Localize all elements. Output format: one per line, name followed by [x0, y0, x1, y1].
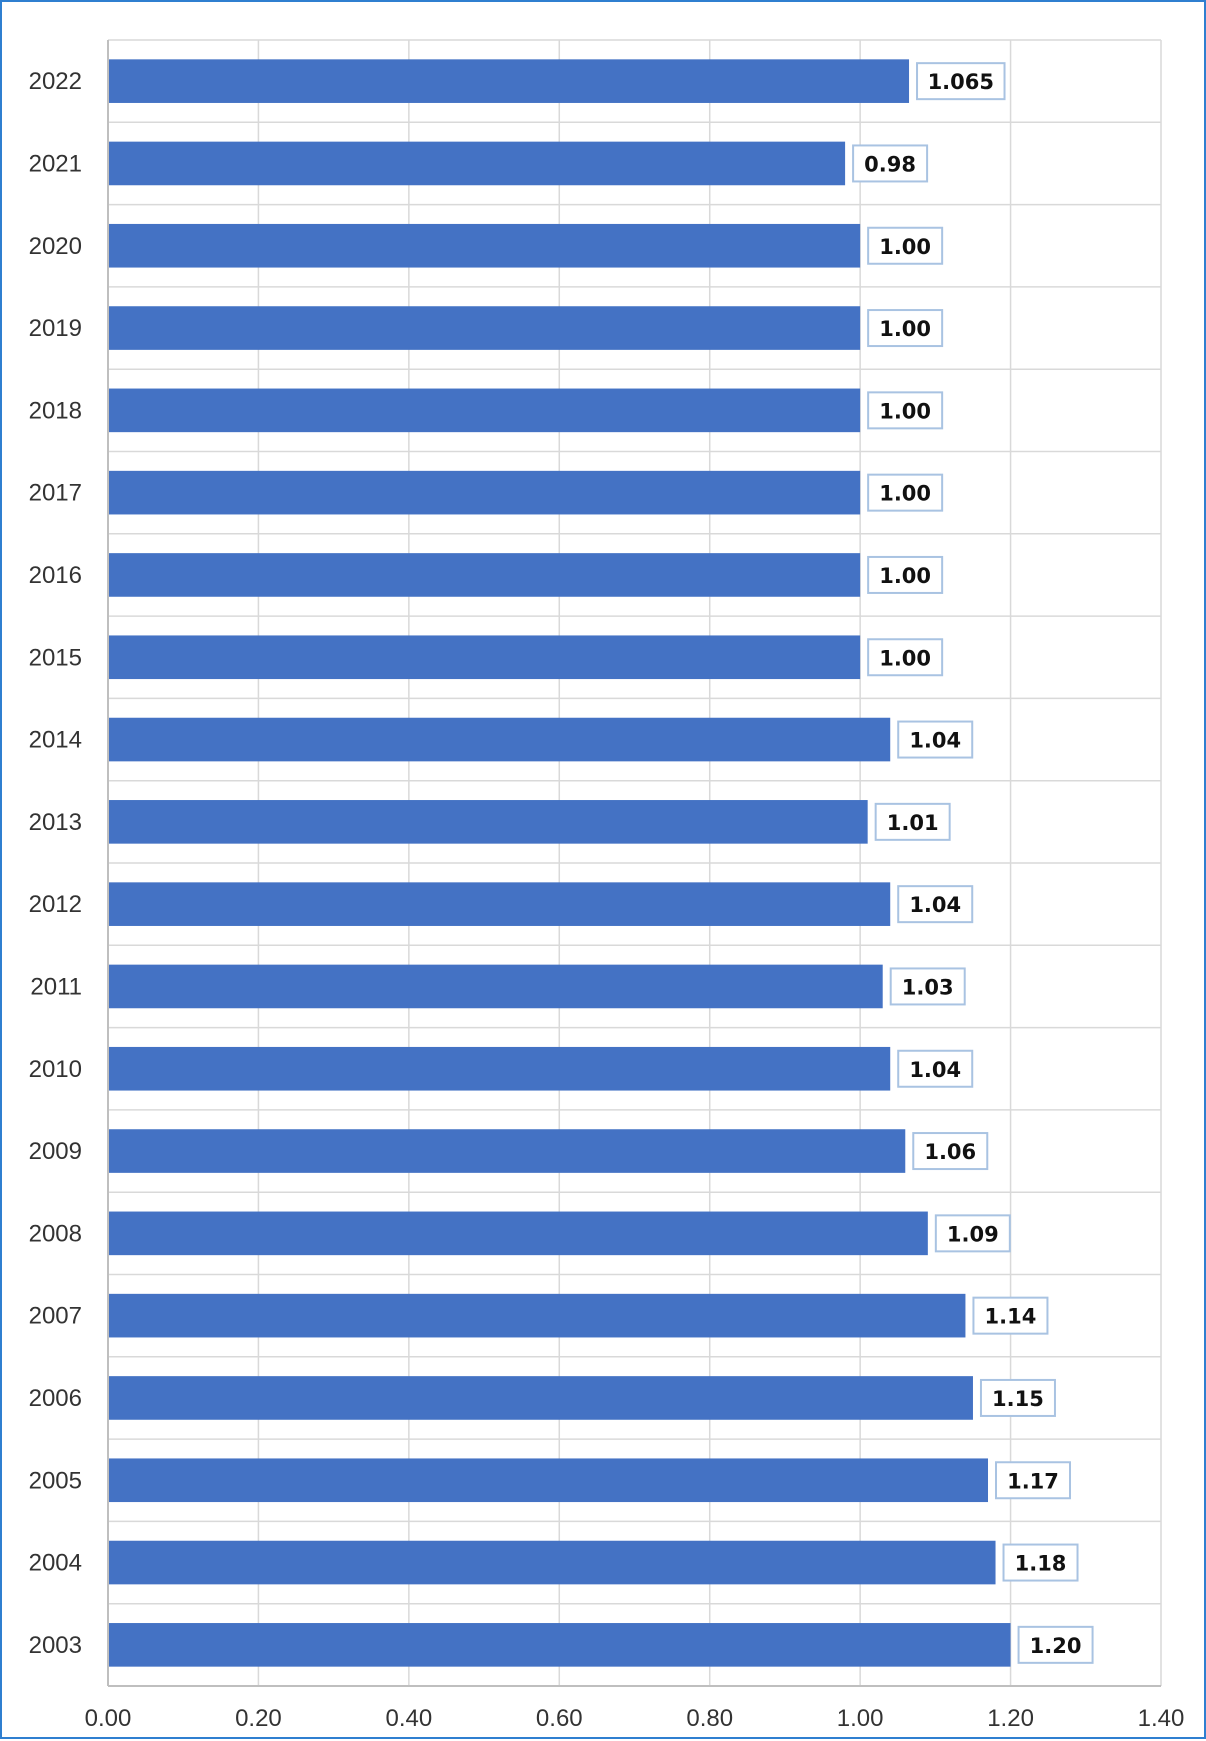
bar	[108, 223, 861, 268]
data-label: 1.03	[902, 975, 954, 999]
data-label-box	[852, 144, 929, 183]
bar	[108, 1458, 989, 1503]
data-label: 1.18	[1015, 1552, 1067, 1576]
data-label: 1.00	[879, 646, 931, 670]
data-label-box	[934, 1214, 1011, 1253]
data-label-box	[874, 802, 951, 841]
category-label: 2007	[29, 1303, 82, 1330]
data-label: 1.17	[1007, 1469, 1059, 1493]
data-label-box	[897, 885, 974, 924]
data-label: 0.98	[864, 152, 916, 176]
bar	[108, 388, 861, 433]
x-tick-label: 0.00	[85, 1705, 132, 1732]
data-label: 1.00	[879, 482, 931, 506]
category-label: 2005	[29, 1467, 82, 1494]
data-label: 1.00	[879, 235, 931, 259]
bar	[108, 553, 861, 597]
data-label: 1.00	[879, 564, 931, 588]
gridlines	[107, 39, 1162, 1687]
category-label: 2008	[29, 1220, 82, 1247]
data-label-box	[995, 1461, 1072, 1500]
data-label-box	[897, 720, 974, 759]
data-label-box	[1002, 1543, 1079, 1582]
bar	[108, 1623, 1011, 1667]
category-label: 2017	[29, 480, 82, 507]
bar	[108, 1293, 966, 1338]
data-label: 1.01	[887, 811, 939, 835]
bar	[108, 1129, 906, 1173]
category-label: 2009	[29, 1138, 82, 1165]
bar	[108, 1046, 891, 1091]
data-label-box	[867, 473, 944, 512]
category-label: 2022	[29, 68, 82, 95]
data-label: 1.065	[928, 70, 994, 94]
category-label: 2014	[29, 727, 82, 754]
bar	[108, 882, 891, 926]
category-label: 2021	[29, 150, 82, 177]
bar	[108, 1376, 973, 1420]
category-label: 2010	[29, 1056, 82, 1083]
bar	[108, 1211, 928, 1256]
bar	[108, 964, 883, 1009]
data-label-box	[1017, 1625, 1094, 1664]
data-label: 1.06	[924, 1140, 976, 1164]
bar	[108, 635, 861, 680]
data-label-box	[867, 638, 944, 677]
data-label: 1.04	[909, 729, 961, 753]
data-label-box	[916, 62, 1006, 101]
bar	[108, 59, 910, 103]
axes: 0.00 0.20 0.40 0.60 0.80 1.00 1.20 1.40 2022 2021…	[29, 40, 1185, 1732]
category-label: 2018	[29, 397, 82, 424]
x-tick-label: 0.60	[536, 1705, 583, 1732]
data-label-box	[867, 391, 944, 430]
data-label-box	[912, 1132, 989, 1171]
category-label: 2019	[29, 315, 82, 342]
data-label: 1.04	[909, 1058, 961, 1082]
category-label: 2012	[29, 891, 82, 918]
data-label: 1.00	[879, 399, 931, 423]
bar	[108, 717, 891, 762]
category-label: 2020	[29, 233, 82, 260]
data-label-box	[867, 555, 944, 594]
x-tick-label: 1.20	[987, 1705, 1034, 1732]
bar	[108, 306, 861, 350]
data-label-box	[897, 1049, 974, 1088]
data-label-box	[867, 226, 944, 265]
data-labels: 1.065 0.98 1.00 1.00 1.00 1.00 1.00 1.00 1.04 1.0…	[852, 62, 1094, 1664]
bars	[108, 59, 1011, 1667]
data-label-box	[889, 967, 966, 1006]
x-tick-label: 0.20	[235, 1705, 282, 1732]
data-label: 1.04	[909, 893, 961, 917]
x-tick-label: 0.40	[385, 1705, 432, 1732]
data-label-box	[867, 309, 944, 348]
category-label: 2006	[29, 1385, 82, 1412]
category-label: 2013	[29, 809, 82, 836]
data-label: 1.20	[1030, 1634, 1082, 1658]
x-tick-label: 1.00	[837, 1705, 884, 1732]
bar	[108, 470, 861, 515]
x-tick-label: 0.80	[686, 1705, 733, 1732]
data-label: 1.00	[879, 317, 931, 341]
category-label: 2003	[29, 1632, 82, 1659]
data-label: 1.14	[985, 1305, 1037, 1329]
data-label: 1.09	[947, 1222, 999, 1246]
category-label: 2015	[29, 644, 82, 671]
data-label: 1.15	[992, 1387, 1044, 1411]
bar	[108, 141, 846, 186]
category-label: 2016	[29, 562, 82, 589]
data-label-box	[972, 1296, 1049, 1335]
bar	[108, 800, 868, 844]
category-label: 2004	[29, 1550, 82, 1577]
category-label: 2011	[30, 973, 82, 1000]
x-tick-label: 1.40	[1138, 1705, 1185, 1732]
data-label-box	[979, 1378, 1056, 1417]
bar	[108, 1540, 996, 1585]
